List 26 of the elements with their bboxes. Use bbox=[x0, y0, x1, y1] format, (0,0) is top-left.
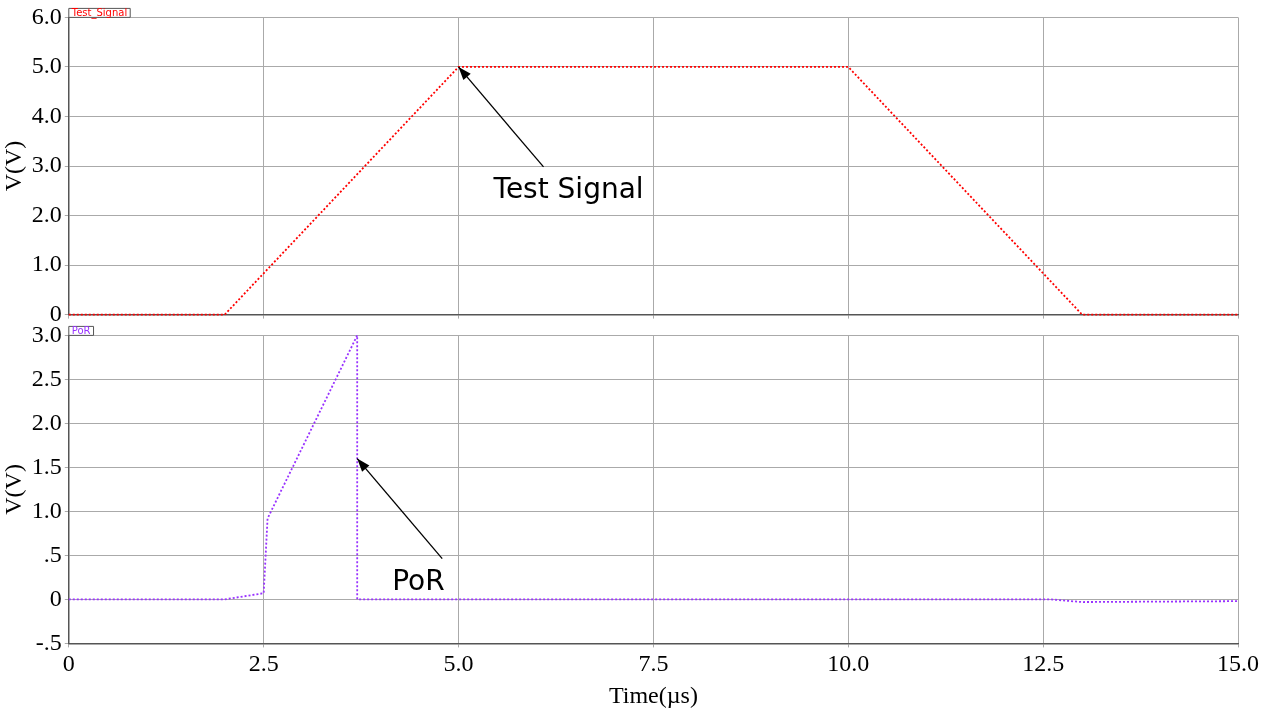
y-tick-label: 0 bbox=[49, 584, 62, 611]
x-tick-label: 12.5 bbox=[1022, 650, 1065, 677]
y-tick-label: 2.5 bbox=[31, 364, 62, 391]
y-tick-label: 2.0 bbox=[31, 200, 62, 227]
y-tick-label: 1.5 bbox=[31, 452, 62, 479]
x-tick-label: 15.0 bbox=[1217, 650, 1259, 677]
y-tick-label: 1.0 bbox=[31, 250, 62, 277]
y-axis-title: V(V) bbox=[0, 140, 26, 192]
x-tick-label: 2.5 bbox=[248, 650, 279, 677]
annotation: Test Signal bbox=[492, 172, 644, 206]
y-tick-label: .5 bbox=[43, 540, 62, 567]
y-tick-label: -.5 bbox=[35, 628, 62, 655]
y-tick-label: 2.0 bbox=[31, 408, 62, 435]
y-tick-label: 6.0 bbox=[31, 2, 62, 29]
y-tick-label: 5.0 bbox=[31, 52, 62, 79]
y-tick-label: 4.0 bbox=[31, 101, 62, 128]
y-tick-label: 3.0 bbox=[31, 151, 62, 178]
text: PoR bbox=[71, 324, 91, 336]
x-axis-title: Time(µs) bbox=[608, 681, 698, 708]
x-tick-label: 10.0 bbox=[827, 650, 870, 677]
annotation: PoR bbox=[392, 563, 445, 597]
x-tick-label: 5.0 bbox=[443, 650, 474, 677]
x-tick-label: 7.5 bbox=[638, 650, 669, 677]
y-axis-title: V(V) bbox=[0, 464, 26, 515]
y-tick-label: 1.0 bbox=[31, 496, 62, 523]
text: Test_Signal bbox=[70, 6, 128, 19]
